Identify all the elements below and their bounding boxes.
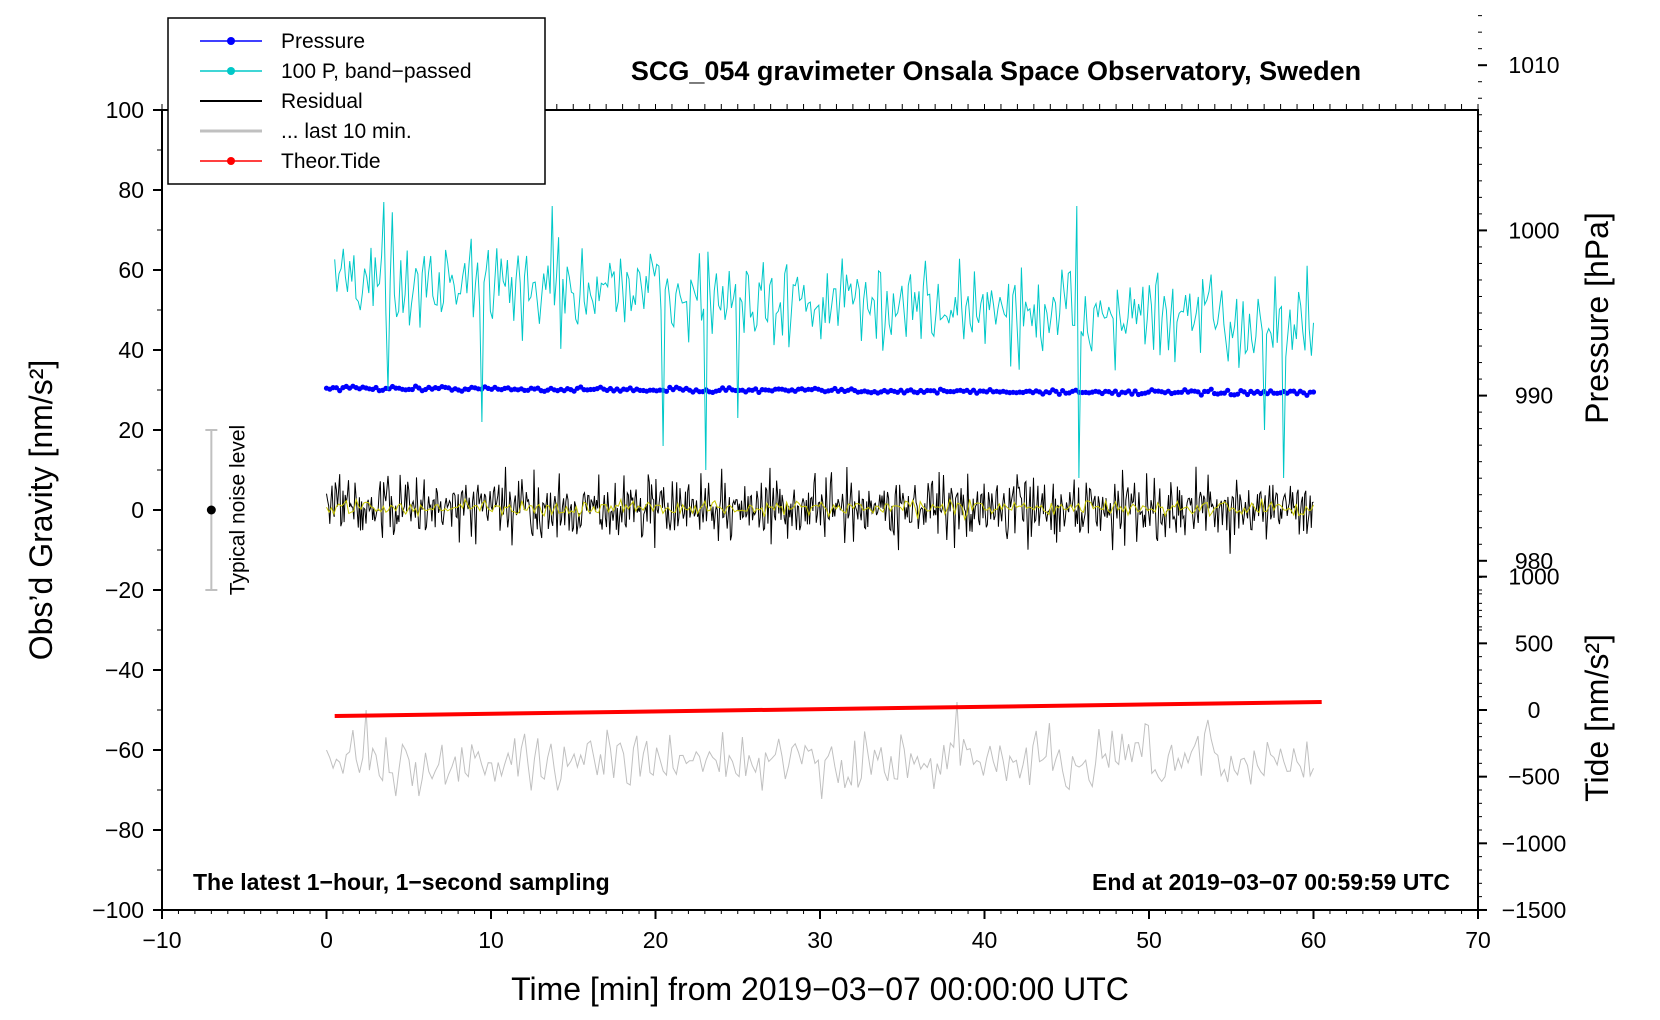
series-pressure-point: [1195, 389, 1201, 395]
y-tick-label: 0: [131, 497, 144, 523]
pressure-tick-label: 990: [1515, 383, 1553, 409]
y-tick-label: 20: [118, 417, 144, 443]
y-tick-label: 40: [118, 337, 144, 363]
series-pressure-point: [663, 388, 670, 394]
x-tick-label: 0: [320, 927, 333, 953]
series-pressure-point: [934, 390, 940, 396]
x-tick-label: 50: [1136, 927, 1162, 953]
series-pressure-point: [1132, 388, 1138, 394]
y-tick-label: 100: [106, 97, 144, 123]
pressure-tick-label: 980: [1515, 548, 1553, 574]
series-theor-tide: [334, 700, 1322, 718]
x-tick-label: 10: [478, 927, 504, 953]
series-pressure-point: [1198, 392, 1204, 398]
x-tick-label: 30: [807, 927, 833, 953]
series-100-p-band-passed: [334, 201, 1314, 479]
series-pressure-point: [1126, 388, 1132, 394]
y-tick-label: −60: [105, 737, 144, 763]
legend-marker: [227, 37, 235, 45]
series-pressure-point: [1112, 388, 1118, 394]
series-layer: [323, 201, 1322, 799]
legend-marker: [227, 67, 235, 75]
y-tick-label: −80: [105, 817, 144, 843]
pressure-tick-label: 1000: [1508, 217, 1559, 243]
y-axis-label-tide: Tide [nm/s²]: [1579, 634, 1615, 802]
ticks-layer: −10 0 10 20 30 40 50 60 70−100−80−60−40−20020406…: [92, 15, 1567, 953]
series-residual: [326, 466, 1314, 554]
y-axis-label-left: Obs’d Gravity [nm/s²]: [23, 360, 59, 661]
x-tick-label: 70: [1465, 927, 1491, 953]
series-residual-smoothed: [326, 497, 1314, 521]
x-tick-label: 40: [972, 927, 998, 953]
chart-title: SCG_054 gravimeter Onsala Space Observat…: [631, 56, 1361, 86]
series-pressure-point: [1304, 392, 1310, 398]
series-pressure-point: [1235, 391, 1241, 397]
noise-indicator: Typical noise level: [205, 425, 249, 595]
series-pressure-point: [1310, 389, 1317, 395]
y-axis-label-pressure: Pressure [hPa]: [1579, 212, 1615, 424]
legend-label: Residual: [281, 90, 363, 113]
y-tick-label: −40: [105, 657, 144, 683]
x-axis-label: Time [min] from 2019−03−07 00:00:00 UTC: [511, 971, 1129, 1007]
annotation-end-time: End at 2019−03−07 00:59:59 UTC: [1092, 869, 1450, 895]
tide-tick-label: −500: [1508, 764, 1560, 790]
noise-label: Typical noise level: [226, 425, 249, 595]
series-pressure-point: [1056, 391, 1062, 397]
series-pressure-point: [337, 388, 343, 394]
x-tick-label: 60: [1301, 927, 1327, 953]
tide-tick-label: 500: [1515, 630, 1553, 656]
legend: Pressure 100 P, band−passed Residual ... la…: [167, 17, 546, 185]
legend-label: ... last 10 min.: [281, 120, 412, 143]
legend-marker: [227, 157, 235, 165]
series-pressure-point: [1208, 386, 1214, 392]
noise-dot: [206, 505, 216, 515]
x-tick-label: 20: [643, 927, 669, 953]
series-pressure-point: [1225, 387, 1231, 393]
legend-label: 100 P, band−passed: [281, 60, 472, 83]
y-tick-label: −100: [92, 897, 144, 923]
series-pressure: [323, 383, 1317, 398]
y-tick-label: 80: [118, 177, 144, 203]
series--last-10-min: [326, 701, 1314, 799]
pressure-tick-label: 1010: [1508, 52, 1559, 78]
y-tick-label: −20: [105, 577, 144, 603]
series-pressure-point: [1053, 388, 1059, 394]
y-tick-label: 60: [118, 257, 144, 283]
series-pressure-point: [1129, 391, 1135, 397]
annotation-sampling: The latest 1−hour, 1−second sampling: [193, 869, 610, 895]
tide-tick-label: −1000: [1502, 830, 1567, 856]
series-pressure-point: [373, 384, 379, 391]
tide-tick-label: −1500: [1502, 897, 1567, 923]
tide-tick-label: 0: [1528, 697, 1541, 723]
series-pressure-point: [1244, 391, 1251, 398]
tide-tick-label: 1000: [1508, 564, 1559, 590]
x-tick-label: −10: [142, 927, 181, 953]
series-pressure-point: [409, 386, 415, 393]
series-pressure-point: [753, 386, 759, 392]
legend-label: Theor.Tide: [281, 150, 381, 173]
legend-label: Pressure: [281, 30, 365, 53]
